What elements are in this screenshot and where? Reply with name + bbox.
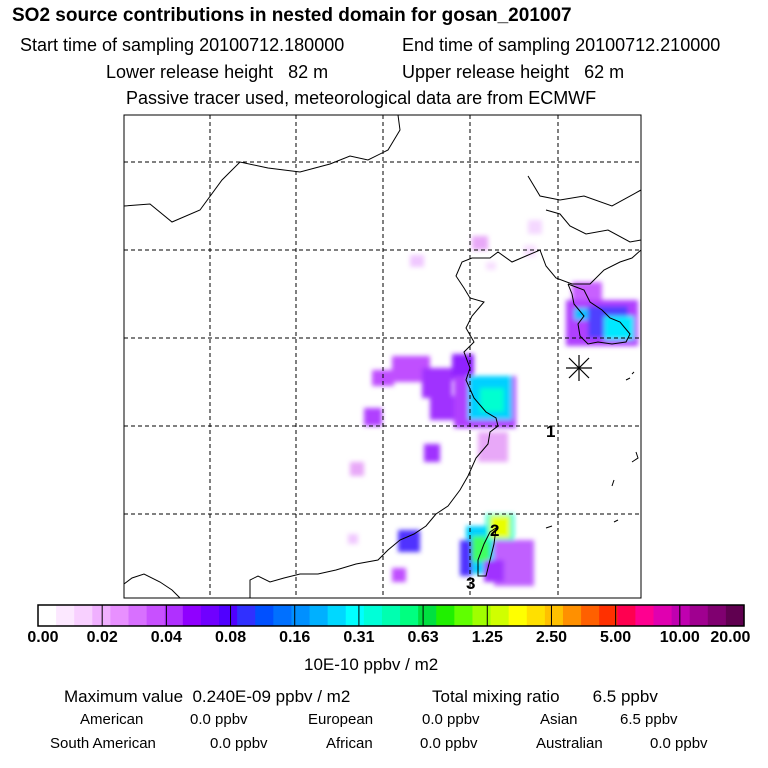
colorbar-tick-label: 0.63	[407, 629, 439, 646]
colorbar-cell	[472, 605, 492, 626]
region-australian-name: Australian	[536, 735, 603, 752]
colorbar-cell	[617, 605, 636, 626]
colorbar-tick-label: 0.02	[86, 629, 118, 646]
site-marker-2: 2	[490, 521, 499, 540]
colorbar-cell	[436, 605, 455, 626]
colorbar-tick-label: 0.08	[214, 629, 247, 646]
colorbar-cell	[273, 605, 293, 626]
colorbar-cell	[454, 605, 474, 626]
colorbar-cell	[544, 605, 564, 626]
colorbar-cell	[128, 605, 148, 626]
colorbar-tick-label: 0.16	[279, 629, 311, 646]
colorbar-cell	[146, 605, 166, 626]
colorbar-cell	[255, 605, 274, 626]
colorbar-cell	[219, 605, 238, 626]
colorbar-tick-label: 0.31	[343, 629, 375, 646]
colorbar-cell	[327, 605, 347, 626]
colorbar-cell	[581, 605, 600, 626]
colorbar-tick-label: 10.00	[659, 629, 700, 646]
region-american-value: 0.0 ppbv	[190, 711, 248, 728]
colorbar-cell	[418, 605, 437, 626]
colorbar-cell	[74, 605, 93, 626]
colorbar-tick-label: 20.00	[710, 629, 751, 646]
map-frame	[123, 114, 642, 599]
colorbar-frame	[37, 604, 745, 627]
colorbar-cell	[363, 605, 383, 626]
colorbar-tick-label: 2.50	[535, 629, 568, 646]
colorbar-cell	[400, 605, 419, 626]
colorbar-cell	[110, 605, 130, 626]
colorbar-cell	[671, 605, 691, 626]
colorbar-tick-label: 5.00	[600, 629, 632, 646]
tracer-note: Passive tracer used, meteorological data…	[126, 88, 597, 108]
colorbar-cell	[164, 605, 184, 626]
colorbar-cell	[490, 605, 510, 626]
region-european-value: 0.0 ppbv	[422, 711, 480, 728]
colorbar-cell	[526, 605, 546, 626]
region-african-value: 0.0 ppbv	[420, 735, 478, 752]
lower-release-label: Lower release height 82 m	[106, 62, 329, 82]
receptor-star-icon	[566, 355, 592, 381]
colorbar-cell	[653, 605, 673, 626]
region-asian-value: 6.5 ppbv	[620, 711, 678, 728]
colorbar-tick-label: 0.04	[150, 629, 182, 646]
colorbar-cell	[237, 605, 256, 626]
region-asian-name: Asian	[540, 711, 578, 728]
grid-lines	[124, 115, 641, 598]
max-value-label: Maximum value 0.240E-09 ppbv / m2	[64, 687, 351, 706]
colorbar-cell	[291, 605, 311, 626]
colorbar-cell	[309, 605, 329, 626]
page-title: SO2 source contributions in nested domai…	[12, 5, 572, 26]
colorbar-cell	[508, 605, 528, 626]
site-marker-1: 1	[546, 422, 555, 441]
colorbar-cell	[707, 605, 727, 626]
colorbar-tick-label: 1.25	[471, 629, 503, 646]
colorbar-cell	[38, 605, 57, 626]
total-mixing-ratio: Total mixing ratio 6.5 ppbv	[432, 687, 658, 706]
colorbar-cell	[345, 605, 365, 626]
map-layer: 1 2 3	[124, 115, 641, 598]
colorbar-cell	[689, 605, 709, 626]
colorbar-cell	[562, 605, 582, 626]
colorbar-cell	[381, 605, 401, 626]
region-american-name: American	[80, 711, 144, 728]
colorbar-cell	[92, 605, 112, 626]
region-south-american-name: South American	[50, 735, 156, 752]
region-african-name: African	[326, 735, 373, 752]
site-marker-3: 3	[466, 574, 475, 593]
region-south-american-value: 0.0 ppbv	[210, 735, 268, 752]
concentration-plume	[348, 220, 638, 586]
colorbar-dividers	[101, 605, 681, 626]
colorbar-cell	[200, 605, 220, 626]
colorbar-cell	[725, 605, 745, 626]
colorbar-cell	[56, 605, 75, 626]
start-time-label: Start time of sampling 20100712.180000	[20, 35, 345, 55]
colorbar-unit-label: 10E-10 ppbv / m2	[304, 655, 439, 674]
upper-release-label: Upper release height 62 m	[402, 62, 625, 82]
colorbar-cell	[182, 605, 202, 626]
colorbar	[38, 605, 745, 626]
colorbar-cell	[635, 605, 655, 626]
colorbar-cell	[599, 605, 618, 626]
colorbar-tick-label: 0.00	[27, 629, 59, 646]
region-european-name: European	[308, 711, 374, 728]
region-australian-value: 0.0 ppbv	[650, 735, 708, 752]
end-time-label: End time of sampling 20100712.210000	[402, 35, 721, 55]
